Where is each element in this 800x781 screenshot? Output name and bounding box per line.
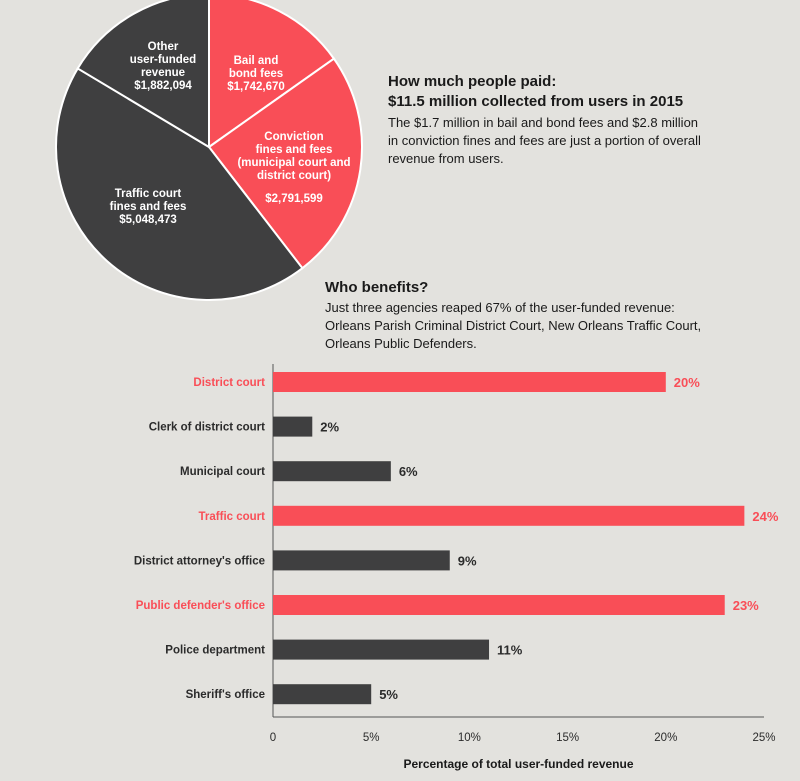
bar-value-label: 9% <box>458 553 477 568</box>
bar-category-label: District attorney's office <box>134 555 265 567</box>
bar-category-label: Traffic court <box>199 511 266 523</box>
pie-slice <box>55 67 304 301</box>
bar-chart: District court 20% Clerk of district court… <box>134 364 779 771</box>
pie-slice-label: Bail and bond fees $1,742,670 <box>227 55 285 93</box>
bar-category-label: Municipal court <box>180 466 265 478</box>
pie-slice-label: Other user-funded revenue $1,882,094 <box>130 41 196 92</box>
bar-value-label: 20% <box>674 375 700 390</box>
pie-slice-label-line: Other <box>148 41 179 53</box>
benefits-body-line: Orleans Parish Criminal District Court, … <box>325 318 702 333</box>
x-tick-label: 0 <box>270 732 276 744</box>
pie-slice-label-line: user-funded <box>130 54 196 66</box>
bar <box>273 416 313 437</box>
pie-slice-label-line: revenue <box>141 67 185 79</box>
bar-category-label: Public defender's office <box>136 600 265 612</box>
pie-slice-value: $5,048,473 <box>119 214 177 226</box>
bar <box>273 505 745 526</box>
benefits-body-line: Just three agencies reaped 67% of the us… <box>325 300 675 315</box>
bar-category-label: District court <box>193 377 265 389</box>
x-tick-label: 20% <box>654 732 677 744</box>
x-axis-title: Percentage of total user-funded revenue <box>403 757 633 771</box>
bar <box>273 372 666 392</box>
pie-slice-label-line: fines and fees <box>256 144 333 156</box>
bar-category-label: Police department <box>165 645 265 657</box>
paid-body: The $1.7 million in bail and bond fees a… <box>388 114 788 168</box>
pie-slice-value: $1,742,670 <box>227 81 285 93</box>
paid-body-line: revenue from users. <box>388 151 504 166</box>
x-tick-label: 15% <box>556 732 579 744</box>
bar-category-label: Sheriff's office <box>186 689 265 701</box>
paid-text-block: How much people paid: $11.5 million coll… <box>388 72 788 168</box>
bar-value-label: 5% <box>379 687 398 702</box>
paid-subheading: $11.5 million collected from users in 20… <box>388 93 684 110</box>
bar-value-label: 23% <box>733 598 759 613</box>
bar-value-label: 6% <box>399 464 418 479</box>
pie-slice-label: Conviction fines and fees (municipal court… <box>237 131 350 205</box>
bar-category-label: Clerk of district court <box>149 422 265 434</box>
benefits-heading: Who benefits? <box>325 279 429 296</box>
pie-slice-label-line: district court) <box>257 170 331 182</box>
pie-slice-label-line: Bail and <box>234 55 279 67</box>
pie-slice <box>207 57 363 270</box>
pie-slice <box>208 0 336 149</box>
pie-slice-label-line: Traffic court <box>115 188 182 200</box>
bar <box>273 595 725 615</box>
pie-slice-label-line: fines and fees <box>110 201 187 213</box>
benefits-body: Just three agencies reaped 67% of the us… <box>325 299 795 353</box>
pie-slice-label-line: (municipal court and <box>237 157 350 169</box>
x-tick-label: 10% <box>458 732 481 744</box>
paid-heading: How much people paid: <box>388 73 557 90</box>
bar <box>273 684 372 705</box>
pie-slice-value: $2,791,599 <box>265 193 323 205</box>
bar-value-label: 11% <box>497 643 523 658</box>
benefits-body-line: Orleans Public Defenders. <box>325 336 477 351</box>
pie-slice-label-line: bond fees <box>229 68 283 80</box>
x-tick-label: 5% <box>363 732 380 744</box>
paid-body-line: in conviction fines and fees are just a … <box>388 133 701 148</box>
pie-slice-value: $1,882,094 <box>134 80 192 92</box>
pie-slice <box>76 0 210 149</box>
bar <box>273 550 450 571</box>
bar <box>273 461 391 482</box>
pie-slice-label-line: Conviction <box>264 131 323 143</box>
benefits-text-block: Who benefits? Just three agencies reaped… <box>325 278 795 353</box>
paid-body-line: The $1.7 million in bail and bond fees a… <box>388 115 699 130</box>
pie-slice-label: Traffic court fines and fees $5,048,473 <box>110 188 187 226</box>
bar-value-label: 2% <box>320 420 339 435</box>
x-tick-label: 25% <box>752 732 775 744</box>
bar <box>273 639 490 660</box>
bar-value-label: 24% <box>752 509 778 524</box>
